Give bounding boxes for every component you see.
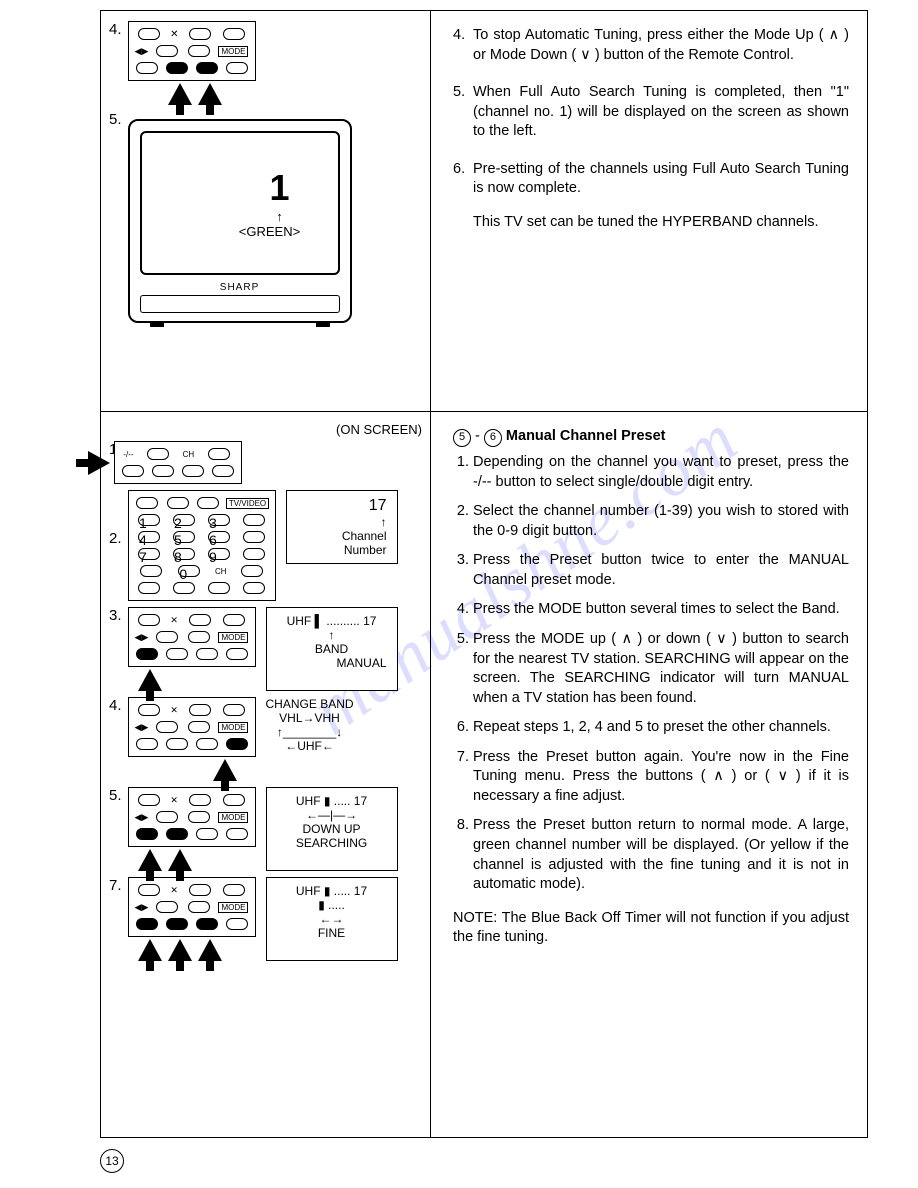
section-title: Manual Channel Preset xyxy=(506,428,666,444)
arrow-icon xyxy=(168,849,192,871)
remote-fragment-4b: ✕ ◀▶MODE xyxy=(128,697,256,757)
mode-label: MODE xyxy=(218,46,248,57)
remote-keypad: TV/VIDEO 123 456 789 0CH xyxy=(128,490,276,601)
bottom-right-col: 5 - 6 Manual Channel Preset Depending on… xyxy=(431,412,867,1137)
instruction-5: 5. When Full Auto Search Tuning is compl… xyxy=(453,83,849,142)
arrow-icon xyxy=(168,83,192,105)
osd-searching: UHF ▮ ..... 17 ←—|—→ DOWN UP SEARCHING xyxy=(266,787,398,871)
step-5-label: 5. xyxy=(109,111,122,128)
note-text: The Blue Back Off Timer will not functio… xyxy=(453,910,849,946)
remote-fragment-5: ✕ ◀▶MODE xyxy=(128,787,256,847)
arrow-icon xyxy=(213,759,237,781)
circled-6: 6 xyxy=(484,429,502,447)
manual-page: manualshne.com 4. ✕ ◀▶MODE xyxy=(0,0,918,1188)
top-right-col: 4. To stop Automatic Tuning, press eithe… xyxy=(431,11,867,411)
osd-band-manual: UHF ▌ .......... 17 ↑ BAND MANUAL xyxy=(266,607,398,691)
instruction-4: 4. To stop Automatic Tuning, press eithe… xyxy=(453,26,849,65)
step-7-label: 7. xyxy=(109,877,122,894)
osd-change-band: CHANGE BAND VHL→VHH ↑________↓ ←UHF← xyxy=(266,697,354,781)
manual-step-8: Press the Preset button return to normal… xyxy=(473,816,849,894)
manual-step-3: Press the Preset button twice to enter t… xyxy=(473,551,849,590)
page-number: 13 xyxy=(100,1149,124,1173)
arrow-icon xyxy=(138,849,162,871)
osd-fine: UHF ▮ ..... 17 ▮ ..... ←→ FINE xyxy=(266,877,398,961)
remote-fragment-4: ✕ ◀▶MODE xyxy=(128,21,256,105)
tv-illustration: 1 ↑ <GREEN> SHARP xyxy=(128,119,352,323)
arrow-icon xyxy=(198,83,222,105)
tv-green-label: <GREEN> xyxy=(239,224,300,239)
remote-fragment-3: ✕ ◀▶MODE xyxy=(128,607,256,667)
bottom-row: (ON SCREEN) 1. -/--CH 2. xyxy=(101,412,867,1137)
hyperband-note: This TV set can be tuned the HYPERBAND c… xyxy=(473,213,849,233)
section-header: 5 - 6 Manual Channel Preset xyxy=(453,427,849,447)
tv-brand: SHARP xyxy=(130,282,350,293)
manual-preset-steps: Depending on the channel you want to pre… xyxy=(453,453,849,895)
tv-channel-number: 1 xyxy=(270,167,290,209)
arrow-icon xyxy=(168,939,192,961)
manual-step-1: Depending on the channel you want to pre… xyxy=(473,453,849,492)
manual-step-5: Press the MODE up ( ∧ ) or down ( ∨ ) bu… xyxy=(473,630,849,708)
step-4-label: 4. xyxy=(109,21,122,38)
step-3-label: 3. xyxy=(109,607,122,624)
note-label: NOTE: xyxy=(453,910,497,926)
manual-step-4: Press the MODE button several times to s… xyxy=(473,600,849,620)
manual-step-6: Repeat steps 1, 2, 4 and 5 to preset the… xyxy=(473,718,849,738)
arrow-icon xyxy=(138,939,162,961)
arrow-right-icon xyxy=(88,451,110,475)
arrow-icon xyxy=(198,939,222,961)
manual-step-2: Select the channel number (1-39) you wis… xyxy=(473,502,849,541)
content-frame: 4. ✕ ◀▶MODE 5. xyxy=(100,10,868,1138)
top-left-col: 4. ✕ ◀▶MODE 5. xyxy=(101,11,431,411)
step-5b-label: 5. xyxy=(109,787,122,804)
bottom-left-col: (ON SCREEN) 1. -/--CH 2. xyxy=(101,412,431,1137)
remote-fragment-7: ✕ ◀▶MODE xyxy=(128,877,256,937)
instruction-6: 6. Pre-setting of the channels using Ful… xyxy=(453,160,849,199)
manual-step-7: Press the Preset button again. You're no… xyxy=(473,748,849,807)
arrow-icon xyxy=(138,669,162,691)
osd-channel-number: 17 ↑ Channel Number xyxy=(286,490,398,564)
step-4b-label: 4. xyxy=(109,697,122,714)
remote-fragment-1: -/--CH xyxy=(114,441,242,484)
step-2-label: 2. xyxy=(109,530,122,547)
circled-5: 5 xyxy=(453,429,471,447)
top-row: 4. ✕ ◀▶MODE 5. xyxy=(101,11,867,412)
note-block: NOTE: The Blue Back Off Timer will not f… xyxy=(453,909,849,948)
tv-arrow: ↑ xyxy=(276,209,283,224)
on-screen-label: (ON SCREEN) xyxy=(109,422,422,437)
